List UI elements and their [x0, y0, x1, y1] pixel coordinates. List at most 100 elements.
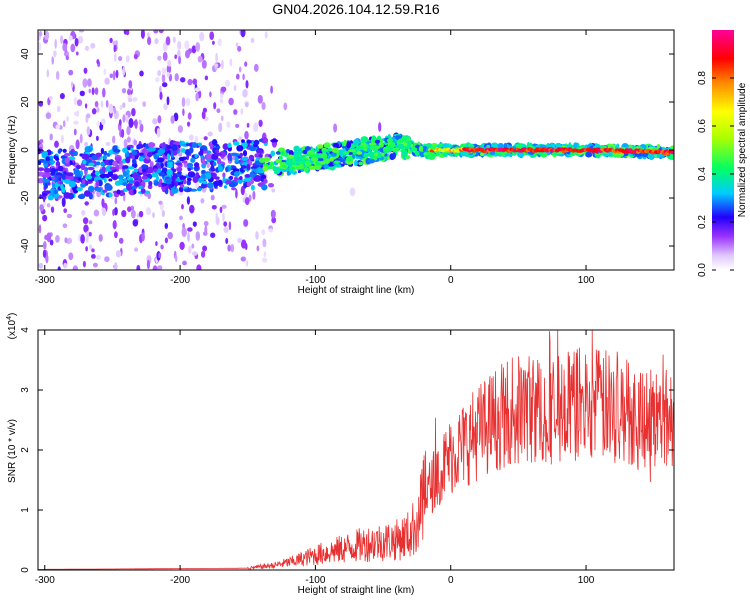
heat-cell — [57, 149, 62, 154]
heat-cell — [267, 183, 275, 188]
heat-cell — [360, 136, 369, 143]
heat-cell — [187, 112, 192, 120]
heat-cell — [87, 186, 94, 191]
heat-cell — [204, 225, 208, 236]
heat-cell — [95, 161, 101, 166]
heat-cell — [119, 105, 123, 110]
heat-cell — [246, 181, 251, 187]
heat-cell — [236, 179, 244, 183]
heat-cell — [64, 178, 71, 185]
heat-ridge-cell — [275, 158, 282, 164]
heat-cell — [51, 56, 54, 65]
heat-cell — [112, 70, 116, 81]
heat-cell — [81, 153, 90, 160]
heat-cell — [156, 128, 161, 138]
heat-cell — [210, 172, 216, 177]
heat-cell — [201, 59, 207, 69]
heat-cell — [142, 175, 148, 180]
heat-cell — [367, 151, 375, 158]
heat-ridge-cell — [324, 158, 331, 165]
heat-cell — [203, 136, 208, 141]
heat-cell — [73, 120, 79, 125]
heat-cell — [160, 244, 164, 250]
heat-cell — [209, 91, 212, 98]
heat-cell — [83, 190, 91, 197]
heat-cell — [207, 181, 214, 189]
heat-cell — [204, 75, 209, 81]
heat-cell — [61, 134, 64, 144]
heat-cell — [304, 146, 311, 152]
heat-cell — [227, 142, 232, 149]
heat-cell — [131, 185, 136, 190]
heat-cell — [94, 100, 99, 108]
heat-cell — [48, 95, 53, 101]
heat-cell — [79, 133, 83, 144]
heat-cell — [56, 105, 61, 113]
heat-cell — [187, 78, 193, 86]
heat-cell — [55, 175, 59, 182]
heat-cell — [80, 234, 85, 244]
heat-cell — [73, 169, 81, 176]
heat-cell — [228, 182, 237, 188]
heat-cell — [221, 59, 224, 70]
heat-cell — [270, 209, 276, 219]
snr-y-tick-label: 1 — [20, 507, 31, 513]
heat-cell — [378, 141, 384, 148]
heat-ridge-cell — [671, 149, 674, 154]
heat-cell — [228, 221, 232, 231]
heat-cell — [268, 228, 274, 233]
heat-ridge-cell — [310, 157, 319, 162]
heat-ridge-cell — [369, 145, 377, 151]
heat-cell — [171, 180, 175, 187]
heat-cell — [177, 40, 182, 50]
heat-cell — [41, 192, 48, 197]
heat-cell — [91, 108, 97, 115]
heat-cell — [656, 154, 660, 159]
snr-x-tick-label: -300 — [35, 575, 55, 586]
heat-ridge-cell — [389, 142, 396, 147]
heat-cell — [166, 153, 171, 161]
heat-cell — [218, 122, 223, 133]
heat-cell — [209, 31, 215, 40]
heat-cell — [179, 77, 186, 83]
heat-cell — [112, 149, 121, 153]
heat-cell — [222, 212, 225, 222]
heat-cell — [68, 35, 73, 41]
heat-cell — [264, 138, 269, 143]
heat-cell — [158, 252, 162, 259]
heat-cell — [349, 187, 356, 197]
heat-ridge-cell — [286, 157, 293, 164]
heat-cell — [216, 108, 221, 114]
heat-cell — [225, 166, 229, 173]
heat-cell — [123, 165, 129, 169]
heat-cell — [82, 217, 89, 225]
heat-cell — [113, 44, 117, 53]
heat-cell — [125, 55, 130, 63]
heat-cell — [149, 161, 154, 169]
heat-cell — [126, 136, 131, 143]
heat-cell — [113, 175, 117, 180]
heat-cell — [42, 214, 48, 222]
heat-cell — [184, 40, 190, 51]
heat-cell — [270, 138, 279, 143]
heat-cell — [240, 185, 245, 196]
heat-cell — [93, 209, 100, 217]
heat-cell — [62, 42, 68, 52]
heat-cell — [100, 100, 104, 108]
heat-cell — [142, 101, 147, 107]
heat-cell — [182, 108, 185, 116]
heat-cell — [216, 145, 221, 149]
heat-cell — [188, 171, 194, 176]
heat-cell — [136, 264, 141, 270]
heat-cell — [128, 166, 135, 170]
heat-cell — [331, 152, 337, 157]
heat-ridge-cell — [334, 160, 340, 165]
heat-cell — [172, 36, 176, 43]
heat-cell — [263, 251, 267, 258]
snr-y-tick-label: 0 — [20, 567, 31, 573]
heat-cell — [91, 87, 95, 95]
heat-cell — [219, 206, 223, 214]
heat-cell — [191, 243, 195, 249]
heat-cell — [258, 119, 263, 127]
heat-cell — [212, 180, 221, 187]
